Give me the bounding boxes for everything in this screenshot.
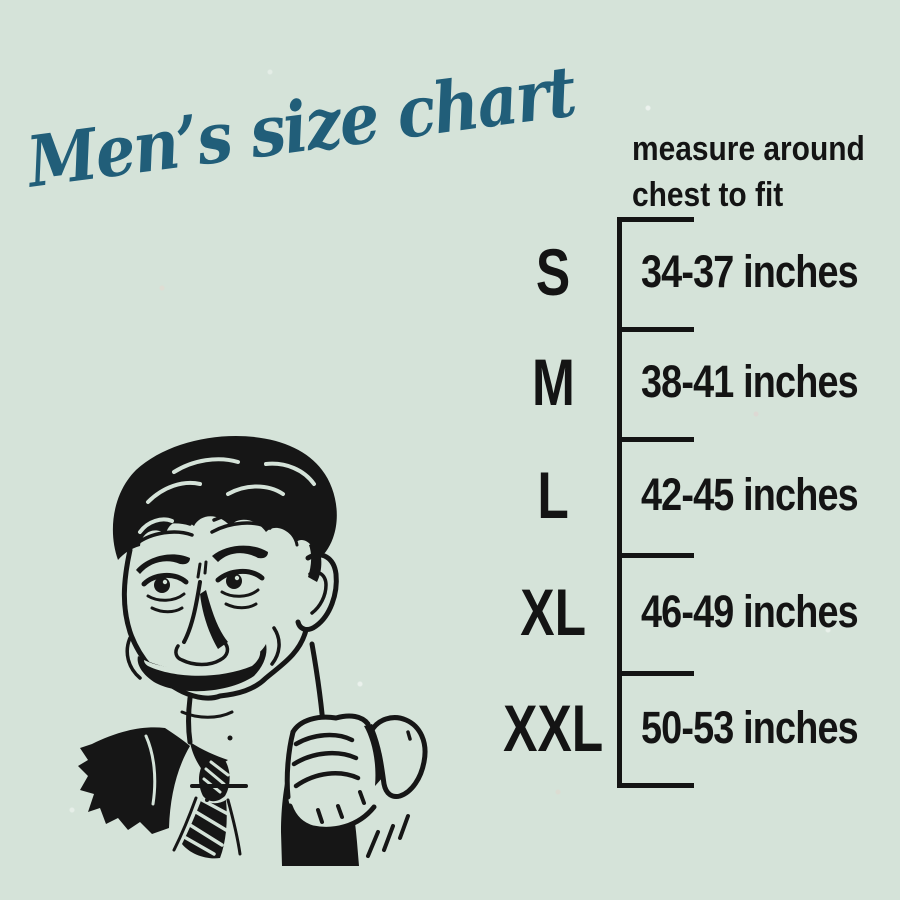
range-xxl: 50-53 inches bbox=[641, 702, 859, 753]
row-divider bbox=[617, 327, 694, 332]
hair bbox=[112, 436, 337, 582]
chart-header: measure around chest to fit bbox=[632, 126, 865, 218]
range-s: 34-37 inches bbox=[641, 246, 859, 297]
size-rail-line bbox=[617, 217, 622, 788]
hand-thumb bbox=[284, 713, 428, 832]
size-label-l: L bbox=[537, 458, 569, 532]
range-xl: 46-49 inches bbox=[641, 586, 859, 637]
row-divider bbox=[617, 437, 694, 442]
jacket-left bbox=[78, 727, 190, 834]
tie bbox=[172, 757, 248, 859]
chart-header-line1: measure around bbox=[632, 130, 865, 168]
page-title: Men’s size chart bbox=[22, 49, 580, 204]
size-label-m: M bbox=[531, 345, 575, 419]
row-divider bbox=[617, 671, 694, 676]
range-m: 38-41 inches bbox=[641, 356, 859, 407]
size-label-xxl: XXL bbox=[502, 691, 604, 765]
size-label-xl: XL bbox=[520, 575, 586, 649]
row-divider bbox=[617, 553, 694, 558]
size-label-s: S bbox=[535, 235, 571, 309]
face bbox=[121, 510, 309, 719]
row-divider bbox=[617, 783, 694, 788]
range-l: 42-45 inches bbox=[641, 469, 859, 520]
row-divider bbox=[617, 217, 694, 222]
chart-header-line2: chest to fit bbox=[632, 176, 784, 214]
retro-man-pointing-thumb-icon bbox=[78, 436, 428, 866]
